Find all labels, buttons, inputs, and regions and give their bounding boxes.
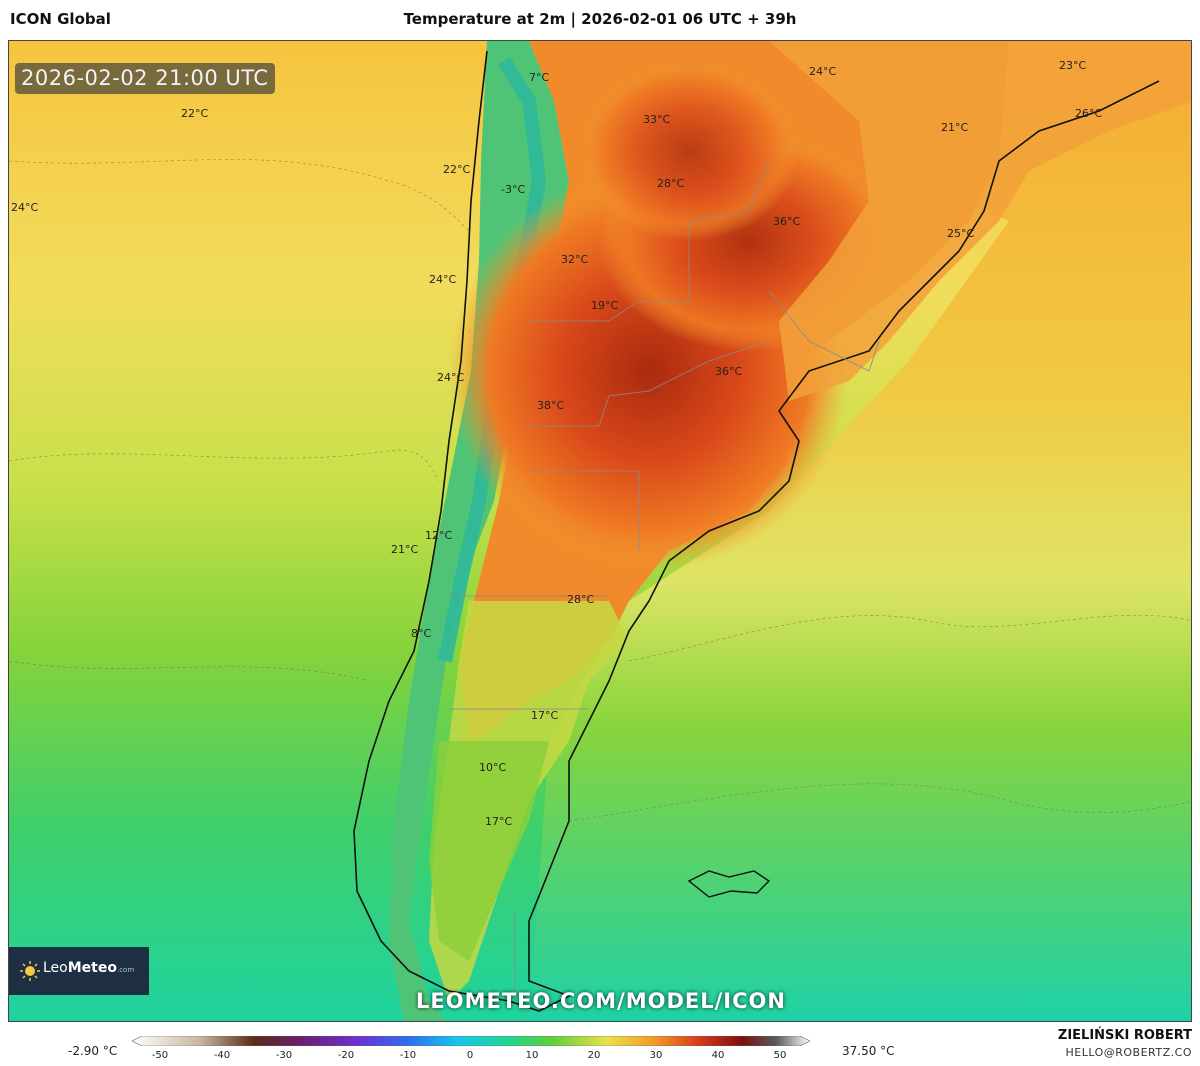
temp-label: 22°C	[181, 107, 209, 120]
colorbar-tick: 50	[773, 1050, 787, 1061]
temp-label: 17°C	[531, 709, 559, 722]
colorbar	[132, 1036, 810, 1046]
sun-icon	[20, 961, 40, 981]
colorbar-tick: 30	[649, 1050, 663, 1061]
temp-label: 22°C	[443, 163, 471, 176]
temp-label: 24°C	[429, 273, 457, 286]
colorbar-tick: -40	[213, 1050, 231, 1061]
model-name: ICON Global	[10, 10, 111, 28]
temp-label: 21°C	[941, 121, 969, 134]
temp-label: -3°C	[501, 183, 526, 196]
temp-label: 21°C	[391, 543, 419, 556]
colorbar-tick: -30	[275, 1050, 293, 1061]
temp-label: 33°C	[643, 113, 671, 126]
temperature-field	[9, 41, 1191, 1021]
temp-label: 36°C	[715, 365, 743, 378]
logo-brand-a: Leo	[43, 960, 68, 976]
colorbar-tick: 20	[587, 1050, 601, 1061]
colorbar-tick: 0	[466, 1050, 474, 1061]
logo-brand-b: Meteo	[67, 960, 117, 976]
footer: -2.90 °C -50 -40 -30 -20 -10 0 10 20 30 …	[0, 1022, 1200, 1066]
temp-label: 24°C	[809, 65, 837, 78]
colorbar-min-label: -2.90 °C	[68, 1044, 118, 1058]
leometeo-logo[interactable]: LeoMeteo.com	[9, 947, 149, 995]
temp-label: 32°C	[561, 253, 589, 266]
temp-label: 36°C	[773, 215, 801, 228]
map-title: Temperature at 2m | 2026-02-01 06 UTC + …	[403, 10, 797, 28]
colorbar-tick: -50	[151, 1050, 169, 1061]
temp-label: 28°C	[657, 177, 685, 190]
temp-label: 24°C	[437, 371, 465, 384]
temp-label: 17°C	[485, 815, 513, 828]
colorbar-tick: -20	[337, 1050, 355, 1061]
temp-label: 28°C	[567, 593, 595, 606]
colorbar-tick: 10	[525, 1050, 539, 1061]
author-name: ZIELIŃSKI ROBERT	[1057, 1028, 1192, 1043]
colorbar-ticks: -50 -40 -30 -20 -10 0 10 20 30 40 50	[132, 1050, 810, 1064]
temp-label: 7°C	[529, 71, 550, 84]
colorbar-tick: 40	[711, 1050, 725, 1061]
temp-label: 19°C	[591, 299, 619, 312]
temp-label: 38°C	[537, 399, 565, 412]
colorbar-tick: -10	[399, 1050, 417, 1061]
header: ICON Global Temperature at 2m | 2026-02-…	[0, 0, 1200, 40]
temp-label: 23°C	[1059, 59, 1087, 72]
valid-time-badge: 2026-02-02 21:00 UTC	[15, 63, 275, 94]
temp-label: 12°C	[425, 529, 453, 542]
colorbar-max-label: 37.50 °C	[842, 1044, 895, 1058]
temp-label: 25°C	[947, 227, 975, 240]
temp-label: 26°C	[1075, 107, 1103, 120]
temp-label: 10°C	[479, 761, 507, 774]
watermark-url[interactable]: LEOMETEO.COM/MODEL/ICON	[416, 989, 786, 1013]
logo-text: LeoMeteo.com	[43, 960, 134, 976]
logo-suffix: .com	[116, 966, 135, 974]
temp-label: 24°C	[11, 201, 39, 214]
author-email[interactable]: HELLO@ROBERTZ.CO	[1065, 1046, 1192, 1059]
temperature-map[interactable]: 2026-02-02 21:00 UTC 22°C 24°C 7°C 22°C …	[8, 40, 1192, 1022]
temp-label: 8°C	[411, 627, 432, 640]
